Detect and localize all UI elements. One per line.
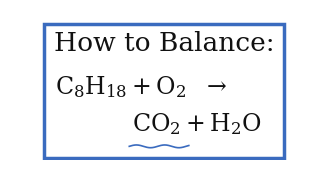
Text: $\mathregular{C_8H_{18} + O_2 \ \ \rightarrow}$: $\mathregular{C_8H_{18} + O_2 \ \ \right… (55, 74, 228, 100)
Text: $\mathregular{CO_2 + H_2O}$: $\mathregular{CO_2 + H_2O}$ (132, 111, 262, 137)
Text: How to Balance:: How to Balance: (54, 31, 274, 56)
